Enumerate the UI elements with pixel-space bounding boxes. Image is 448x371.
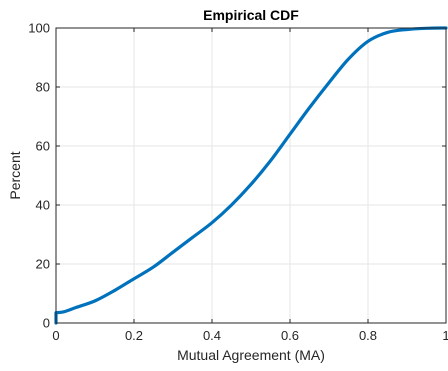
x-tick-label: 0.8 [359,328,377,343]
y-tick-label: 60 [36,139,50,154]
grid [55,27,447,324]
chart-title: Empirical CDF [203,7,299,23]
y-tick-label: 100 [28,21,50,36]
x-tick-label: 0.4 [203,328,221,343]
y-tick-label: 40 [36,198,50,213]
x-tick-label: 0.6 [281,328,299,343]
x-tick-label: 0.2 [125,328,143,343]
y-tick-label: 20 [36,257,50,272]
x-axis-label: Mutual Agreement (MA) [177,347,325,363]
cdf-series-line [54,26,448,325]
x-tick-label: 1 [442,328,448,343]
y-tick-label: 0 [43,316,50,331]
plot-area [54,26,448,325]
axes-box [55,27,447,324]
x-tick-label: 0 [52,328,59,343]
axis-ticks: 0 0.2 0.4 0.6 0.8 1 0 20 40 60 80 100 [28,21,448,344]
y-axis-label: Percent [7,151,23,199]
y-tick-label: 80 [36,80,50,95]
